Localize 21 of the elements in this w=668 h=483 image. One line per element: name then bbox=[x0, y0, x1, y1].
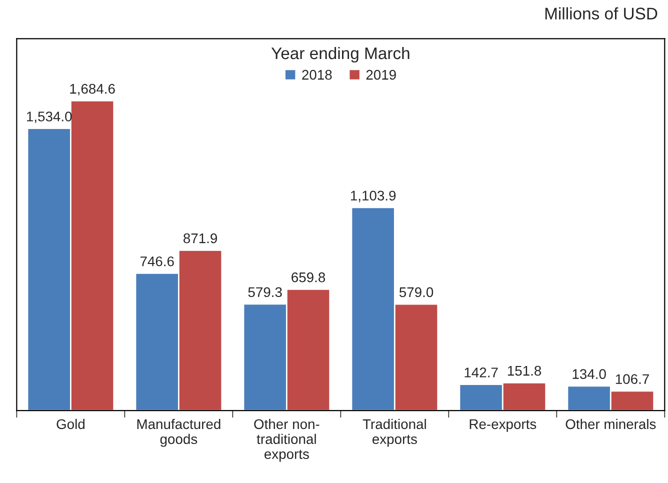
text: Millions of USD bbox=[545, 7, 658, 20]
data-label: 1,684.6 bbox=[70, 84, 115, 96]
data-label: 106.7 bbox=[616, 374, 649, 384]
legend-label: 2019 bbox=[366, 70, 396, 80]
data-label: 1,103.9 bbox=[350, 190, 396, 202]
data-label: 659.8 bbox=[292, 272, 326, 282]
x-tick-label: Other non- traditional exports bbox=[254, 418, 320, 462]
data-label: 134.0 bbox=[572, 369, 606, 379]
x-tick-label: Manufactured goods bbox=[137, 418, 220, 447]
x-tick-label: Gold bbox=[56, 418, 84, 430]
data-label: 746.6 bbox=[140, 256, 174, 266]
data-label: 579.0 bbox=[399, 287, 434, 298]
x-tick-label: Re-exports bbox=[470, 419, 536, 432]
x-tick-label: Other minerals bbox=[566, 418, 656, 430]
legend-label: 2018 bbox=[302, 70, 332, 80]
data-label: 579.3 bbox=[248, 287, 282, 298]
data-label: 151.8 bbox=[508, 366, 542, 376]
x-tick-label: Traditional exports bbox=[362, 418, 426, 447]
data-label: 871.9 bbox=[184, 233, 218, 244]
legend-title: Year ending March bbox=[271, 46, 410, 63]
data-label: 142.7 bbox=[464, 368, 498, 378]
